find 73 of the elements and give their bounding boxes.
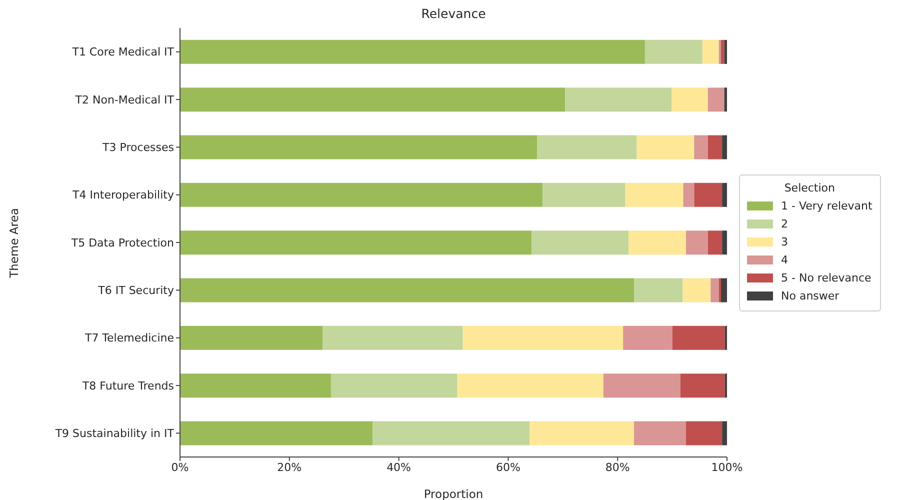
bar: [710, 278, 719, 302]
bar: [457, 374, 604, 398]
bar: [722, 421, 727, 446]
bar: [565, 88, 672, 112]
bar: [644, 40, 702, 64]
bar: [180, 278, 634, 302]
x-tick-label: 0%: [171, 460, 189, 474]
bar: [537, 135, 637, 160]
x-tick-label: 100%: [711, 460, 743, 474]
bar: [180, 88, 566, 112]
bar: [636, 135, 694, 160]
bar: [623, 326, 672, 350]
x-tick-label: 60%: [496, 460, 520, 474]
bar: [530, 421, 634, 446]
y-tick-label: T2 Non-Medical IT: [74, 93, 174, 106]
bar: [702, 40, 719, 64]
legend-label: No answer: [781, 288, 840, 304]
x-tick-label: 20%: [277, 460, 302, 474]
bar: [180, 421, 373, 446]
bar: [672, 88, 708, 112]
bar: [180, 135, 538, 160]
bar: [180, 374, 331, 398]
bar: [694, 135, 708, 160]
legend-label: 5 - No relevance: [781, 270, 872, 286]
legend-title: Selection: [784, 181, 836, 194]
legend-label: 1 - Very relevant: [781, 198, 872, 214]
bar: [532, 230, 629, 255]
y-tick-label: T7 Telemedicine: [84, 332, 174, 345]
bar: [708, 88, 724, 112]
bar: [724, 88, 727, 112]
bar: [634, 421, 686, 446]
bar: [682, 278, 711, 302]
chart-title: Relevance: [421, 6, 486, 21]
bar: [722, 135, 727, 160]
bar: [180, 230, 532, 255]
y-axis-title: Theme Area: [7, 208, 21, 278]
x-tick-label: 40%: [386, 460, 412, 474]
bar: [683, 182, 694, 207]
bar: [708, 135, 722, 160]
y-tick-label: T6 IT Security: [97, 284, 174, 298]
bar: [672, 326, 725, 350]
bar: [180, 40, 645, 64]
y-tick-label: T3 Processes: [102, 141, 174, 154]
bar: [720, 40, 724, 64]
bar: [686, 421, 722, 446]
bar: [462, 326, 624, 350]
legend-label: 2: [781, 216, 788, 232]
bar: [603, 374, 681, 398]
bar: [680, 374, 725, 398]
legend-label: 4: [781, 252, 788, 268]
bar: [330, 374, 458, 398]
bar: [322, 326, 463, 350]
bar: [694, 182, 722, 207]
bar: [708, 230, 722, 255]
bar: [724, 40, 727, 64]
bar: [634, 278, 683, 302]
bar: [180, 182, 543, 207]
y-tick-label: T1 Core Medical IT: [71, 46, 174, 59]
bar: [625, 182, 684, 207]
bar: [372, 421, 530, 446]
bar: [628, 230, 686, 255]
bar: [722, 230, 727, 255]
y-tick-label: T5 Data Protection: [70, 236, 174, 250]
bar: [686, 230, 708, 255]
y-tick-label: T4 Interoperability: [71, 188, 174, 202]
legend-label: 3: [781, 234, 788, 250]
bar: [722, 182, 727, 207]
bar: [180, 326, 323, 350]
bar: [720, 278, 727, 302]
bar: [542, 182, 626, 207]
y-tick-label: T8 Future Trends: [81, 379, 174, 392]
x-tick-label: 80%: [605, 460, 630, 474]
y-tick-label: T9 Sustainability in IT: [54, 427, 174, 440]
